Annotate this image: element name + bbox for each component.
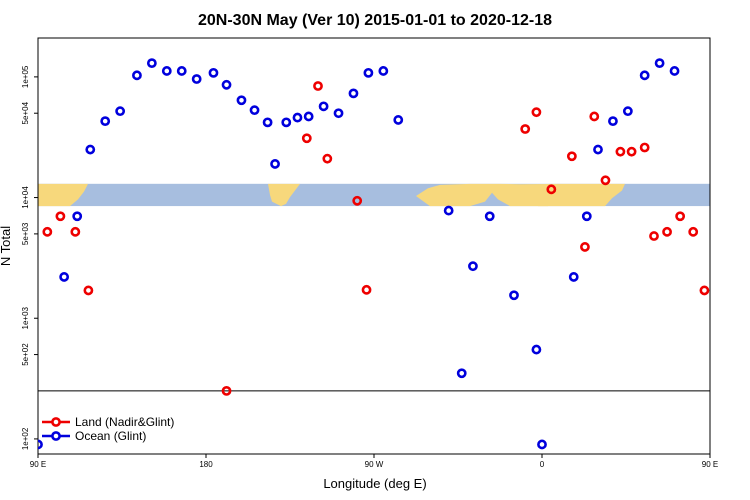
x-axis-label: Longitude (deg E) [323,476,426,491]
x-tick-label: 90 E [702,460,718,469]
data-point [509,290,519,301]
data-point [333,108,344,119]
y-tick-label: 1e+03 [21,306,30,329]
data-point [639,70,650,81]
data-point [161,66,172,76]
data-point [301,133,312,144]
data-point [85,144,96,155]
data-point [38,439,43,450]
data-point [608,116,618,127]
y-tick-label: 1e+05 [21,65,30,88]
data-point [318,101,329,112]
series-ocean [38,58,680,450]
data-point [484,211,495,222]
x-axis: 90 E 180 90 W 0 90 E [30,454,718,469]
plot-frame [37,37,711,455]
x-tick-label: 0 [540,460,545,469]
data-point [615,146,626,157]
data-point [361,284,372,295]
data-point [622,106,633,117]
legend-marker [51,417,61,427]
data-point [42,226,53,237]
data-point [589,111,600,122]
data-point [292,112,303,123]
data-point [176,66,187,76]
data-point [132,70,142,81]
data-point [537,439,547,450]
data-point [303,111,314,122]
x-tick-label: 90 W [365,460,384,469]
data-point [580,242,590,252]
data-point [654,58,665,69]
legend-marker [51,431,61,441]
y-tick-label: 1e+04 [21,186,30,209]
y-tick-label: 5e+02 [21,343,30,366]
data-point [322,153,333,164]
data-point [59,272,70,282]
data-point [531,107,542,118]
data-point [100,116,111,127]
map-land-0 [38,183,88,207]
data-point [443,205,454,216]
y-tick-label: 5e+04 [21,101,30,124]
data-point [639,142,650,153]
data-point [55,211,66,222]
data-point [520,124,531,134]
data-point [546,184,557,195]
map-land-1 [268,183,300,207]
chart-title: 20N-30N May (Ver 10) 2015-01-01 to 2020-… [198,12,552,29]
data-point [363,67,374,78]
data-point [378,66,389,76]
data-point [146,58,157,69]
y-tick-label: 1e+02 [21,427,30,450]
legend-label: Land (Nadir&Glint) [75,415,174,429]
data-point [191,74,202,84]
map-land-2 [416,183,625,207]
data-point [352,195,363,206]
world-map-band [38,183,710,207]
x-tick-label: 180 [199,460,213,469]
data-point [566,151,577,162]
data-point [70,226,81,237]
legend: Land (Nadir&Glint)Ocean (Glint) [42,415,174,443]
y-axis: 1e+02 5e+02 1e+03 5e+03 1e+04 5e+04 1e+05 [21,65,38,450]
map-land-3 [538,192,555,207]
data-point [468,261,478,272]
data-point [581,211,592,222]
data-point [593,144,603,155]
data-point [262,117,273,128]
y-axis-label: N Total [0,226,13,266]
data-point [626,146,637,157]
data-point [249,105,260,116]
data-point [221,385,232,396]
data-point [115,106,126,117]
data-point [649,231,659,241]
data-point [568,272,579,282]
data-point [688,226,699,237]
data-points [38,58,710,450]
data-point [393,115,404,125]
data-point [669,66,680,76]
x-tick-label: 90 E [30,460,46,469]
data-point [675,211,686,222]
data-point [208,67,219,78]
data-point [236,95,247,106]
data-point [270,159,280,169]
data-point [221,79,232,90]
data-point [348,88,359,99]
data-point [600,175,611,186]
data-point [72,211,83,222]
y-tick-label: 5e+03 [21,222,30,245]
data-point [83,285,94,296]
data-point [699,285,710,296]
data-point [662,226,672,237]
data-point [313,81,323,91]
data-point [456,368,467,379]
legend-label: Ocean (Glint) [75,429,146,443]
data-point [531,344,542,355]
data-point [281,117,292,128]
series-land [42,81,710,396]
